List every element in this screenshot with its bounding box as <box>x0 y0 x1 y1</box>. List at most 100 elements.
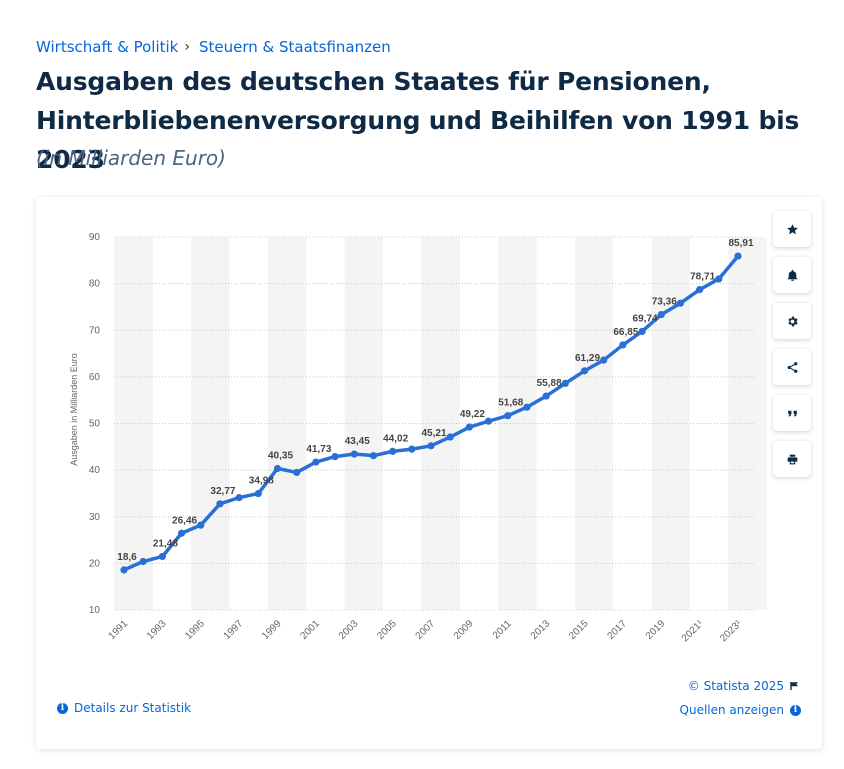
data-point <box>177 529 186 537</box>
copyright-text: © Statista 2025 <box>687 679 784 693</box>
data-point <box>120 566 128 574</box>
data-point <box>331 453 339 461</box>
x-tick-label: 2015 <box>567 618 591 642</box>
data-label: 40,35 <box>268 450 293 461</box>
breadcrumb-separator: › <box>184 39 190 55</box>
data-label: 45,21 <box>421 428 446 439</box>
data-point <box>676 299 685 307</box>
data-label: 69,74 <box>633 313 658 324</box>
sources-link[interactable]: Quellen anzeigen i <box>680 703 801 717</box>
data-point <box>254 489 262 498</box>
background-band <box>498 237 537 610</box>
quote-icon <box>787 410 797 416</box>
x-tick-label: 1991 <box>107 618 131 642</box>
cite-button[interactable] <box>773 395 811 431</box>
details-link[interactable]: i Details zur Statistik <box>57 701 191 715</box>
x-tick-label: 2019 <box>644 618 668 642</box>
data-point <box>427 442 435 450</box>
details-label: Details zur Statistik <box>74 701 192 715</box>
data-label: 21,48 <box>153 538 178 549</box>
data-point <box>715 275 723 283</box>
data-point <box>197 521 205 529</box>
breadcrumb-item-taxes[interactable]: Steuern & Staatsfinanzen <box>198 38 391 56</box>
x-tick-label: 2021¹ <box>680 618 706 644</box>
share-button[interactable] <box>773 349 811 385</box>
x-tick-label: 1995 <box>183 618 207 642</box>
data-point <box>312 458 320 466</box>
data-point <box>235 494 243 502</box>
notification-button[interactable] <box>773 257 811 293</box>
x-tick-label: 2003 <box>337 618 361 642</box>
info-icon: i <box>57 702 68 714</box>
y-tick-label: 90 <box>89 232 101 243</box>
page-title: Ausgaben des deutschen Staates für Pensi… <box>36 67 800 174</box>
y-tick-label: 80 <box>89 279 101 290</box>
copyright-link[interactable]: © Statista 2025 <box>688 679 800 693</box>
data-label: 34,98 <box>249 476 274 487</box>
x-tick-label: 1999 <box>260 618 284 642</box>
data-point <box>542 392 550 400</box>
data-label: 18,6 <box>117 552 137 563</box>
favorite-button[interactable] <box>773 211 811 247</box>
data-point <box>523 403 531 411</box>
data-label: 61,29 <box>575 353 600 364</box>
y-tick-label: 20 <box>89 558 101 569</box>
data-label: 44,02 <box>383 433 408 444</box>
info-icon: i <box>790 704 801 716</box>
data-label: 26,46 <box>172 515 197 526</box>
x-tick-label: 1997 <box>222 618 246 642</box>
breadcrumb-item-economy[interactable]: Wirtschaft & Politik <box>36 38 179 56</box>
data-label: 49,22 <box>460 409 485 420</box>
share-icon <box>787 361 797 373</box>
x-tick-label: 2017 <box>605 618 629 642</box>
line-chart: 10 20 30 40 50 60 70 80 90 Ausgaben in Milliarden… <box>69 232 767 644</box>
data-point <box>389 447 397 455</box>
sources-label: Quellen anzeigen <box>679 703 784 717</box>
data-point <box>484 417 493 425</box>
data-point <box>619 341 627 349</box>
data-point <box>504 412 512 420</box>
x-tick-label: 2013 <box>529 618 553 642</box>
settings-button[interactable] <box>773 303 811 339</box>
x-tick-label: 1993 <box>145 618 169 642</box>
x-tick-label: 2005 <box>375 618 399 642</box>
print-button[interactable] <box>773 441 811 477</box>
data-point <box>158 552 166 561</box>
data-point <box>465 423 473 431</box>
data-point <box>350 450 358 458</box>
data-label: 41,73 <box>306 444 331 455</box>
data-point <box>696 286 704 294</box>
y-tick-label: 40 <box>89 465 101 476</box>
y-tick-label: 30 <box>89 512 101 523</box>
chart-card: 10 20 30 40 50 60 70 80 90 Ausgaben in Milliarden… <box>36 197 822 749</box>
x-tick-label: 2009 <box>452 618 476 642</box>
data-label: 43,45 <box>345 436 370 447</box>
data-label: 32,77 <box>210 486 235 497</box>
gear-icon <box>787 316 798 326</box>
data-point <box>657 310 665 319</box>
x-tick-label: 2023¹ <box>718 618 744 644</box>
data-point <box>561 379 569 388</box>
data-point <box>369 452 378 460</box>
data-label: 55,88 <box>537 378 562 389</box>
data-point <box>139 557 147 566</box>
data-label: 78,71 <box>690 272 715 283</box>
x-tick-label: 2011 <box>491 618 514 641</box>
data-label: 66,85 <box>613 327 638 338</box>
y-tick-label: 70 <box>89 325 101 336</box>
data-label: 85,91 <box>728 238 753 249</box>
data-label: 73,36 <box>652 297 677 308</box>
bell-icon <box>787 269 797 281</box>
data-point <box>734 252 742 260</box>
data-point <box>293 468 301 477</box>
star-icon <box>786 223 798 234</box>
data-point <box>408 445 416 453</box>
data-point <box>446 433 454 441</box>
y-axis-label: Ausgaben in Milliarden Euro <box>69 353 79 466</box>
data-point <box>600 356 608 364</box>
data-point <box>216 500 224 508</box>
page-subtitle: (in Milliarden Euro) <box>36 146 226 170</box>
y-tick-label: 10 <box>89 605 101 616</box>
flag-icon <box>790 682 798 690</box>
y-tick-label: 60 <box>89 372 101 383</box>
